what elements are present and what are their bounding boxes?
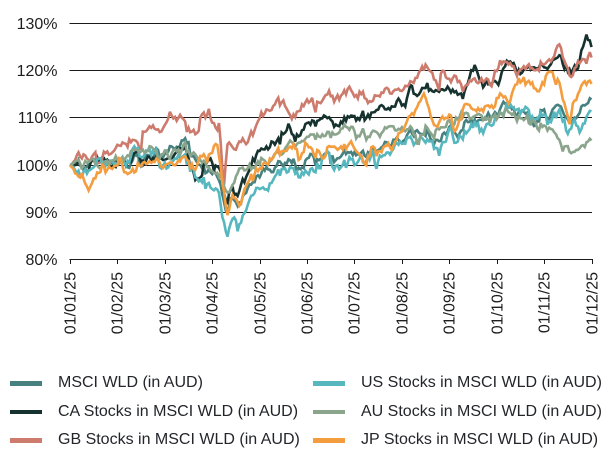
y-tick-label: 80%	[25, 252, 57, 269]
legend-swatch-au-stocks	[313, 409, 345, 415]
x-tick-label: 01/07/25	[347, 272, 364, 334]
legend-label-ca-stocks: CA Stocks in MSCI WLD (in AUD)	[58, 402, 299, 420]
x-tick-label: 01/03/25	[158, 272, 175, 334]
legend-swatch-msci-wld	[10, 381, 42, 386]
x-tick-label: 01/12/25	[585, 272, 602, 334]
series-line-2	[69, 42, 593, 185]
legend-label-msci-wld: MSCI WLD (in AUD)	[58, 374, 203, 392]
x-tick-label: 01/02/25	[110, 272, 127, 334]
legend-item-jp-stocks: JP Stocks in MSCI WLD (in AUD)	[303, 426, 610, 455]
legend-label-au-stocks: AU Stocks in MSCI WLD (in AUD)	[361, 402, 602, 420]
legend-swatch-ca-stocks	[10, 409, 42, 415]
legend-label-us-stocks: US Stocks in MSCI WLD (in AUD)	[361, 374, 602, 392]
x-tick-label: 01/08/25	[395, 272, 412, 334]
chart-legend: MSCI WLD (in AUD) CA Stocks in MSCI WLD …	[0, 369, 610, 455]
legend-swatch-jp-stocks	[313, 438, 345, 443]
y-tick-label: 130%	[17, 16, 58, 33]
legend-item-us-stocks: US Stocks in MSCI WLD (in AUD)	[303, 369, 610, 398]
x-tick-label: 01/10/25	[490, 272, 507, 334]
series-line-3	[69, 101, 592, 238]
legend-label-gb-stocks: GB Stocks in MSCI WLD (in AUD)	[58, 431, 300, 449]
legend-item-msci-wld: MSCI WLD (in AUD)	[0, 369, 303, 398]
y-tick-label: 110%	[18, 110, 58, 127]
x-tick-label: 01/06/25	[300, 272, 317, 334]
y-tick-label: 90%	[25, 205, 57, 222]
y-tick-label: 100%	[17, 158, 58, 175]
series-line-4	[69, 108, 593, 194]
legend-item-au-stocks: AU Stocks in MSCI WLD (in AUD)	[303, 398, 610, 427]
legend-label-jp-stocks: JP Stocks in MSCI WLD (in AUD)	[361, 431, 599, 449]
x-tick-label: 01/01/25	[63, 272, 80, 334]
legend-item-gb-stocks: GB Stocks in MSCI WLD (in AUD)	[0, 426, 303, 455]
y-tick-label: 120%	[17, 63, 58, 80]
x-tick-label: 01/04/25	[205, 272, 222, 334]
x-tick-label: 01/11/25	[537, 272, 554, 333]
x-tick-label: 01/09/25	[442, 272, 459, 334]
legend-swatch-gb-stocks	[10, 438, 42, 443]
legend-swatch-us-stocks	[313, 381, 345, 386]
legend-item-ca-stocks: CA Stocks in MSCI WLD (in AUD)	[0, 398, 303, 427]
series-line-1	[69, 34, 593, 206]
series-line-5	[69, 70, 593, 216]
x-tick-label: 01/05/25	[253, 272, 270, 334]
